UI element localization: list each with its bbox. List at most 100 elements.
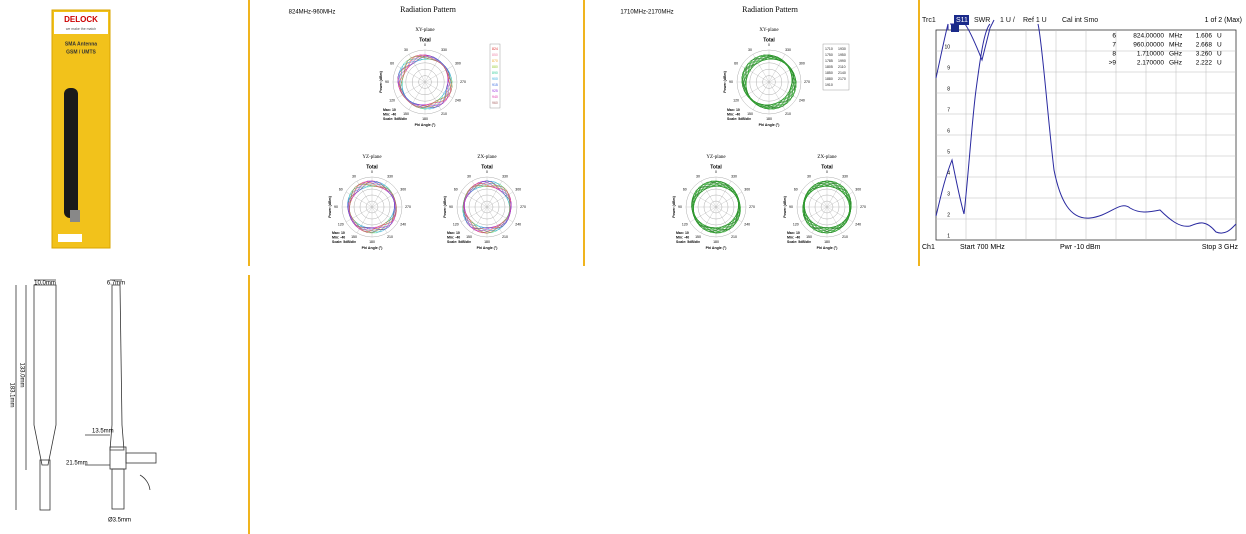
legend-entry: 890 — [492, 71, 498, 75]
y-axis-label: Power (dBm) — [723, 71, 727, 93]
dim-label: 183.1mm — [8, 382, 14, 407]
angle-label: 90 — [334, 205, 338, 209]
divider — [248, 275, 250, 534]
polar-spoke — [356, 180, 373, 208]
angle-label: 90 — [385, 80, 389, 84]
legend-entry: 2110 — [838, 65, 846, 69]
angle-label: 210 — [502, 235, 508, 239]
angle-label: 0 — [424, 43, 426, 47]
angle-label: 90 — [729, 80, 733, 84]
dim-label: 10.0mm — [34, 281, 56, 287]
marker-cell: 1.710000 — [1137, 51, 1164, 58]
scale-note: Scale: 5dB/div — [676, 240, 700, 244]
polar-spoke — [345, 206, 373, 223]
angle-label: 330 — [502, 175, 508, 179]
legend-entry: 925 — [492, 89, 498, 93]
marker-cell: U — [1217, 51, 1222, 58]
box — [51, 9, 111, 249]
angle-label: 270 — [804, 80, 810, 84]
angle-label: 240 — [799, 98, 805, 102]
y-label: 7 — [947, 107, 950, 113]
angle-label: 150 — [466, 235, 472, 239]
marker-cell: GHz — [1169, 51, 1182, 58]
plane-label: ZX-plane — [477, 155, 497, 160]
footer-item: Ch1 — [922, 244, 935, 251]
angle-label: 120 — [338, 222, 344, 226]
marker-cell: MHz — [1169, 33, 1182, 40]
header-item: 1 U / — [1000, 17, 1015, 24]
header-item: SWR — [974, 17, 990, 24]
connector — [70, 210, 80, 222]
angle-label: 180 — [369, 240, 375, 244]
angle-label: 270 — [460, 80, 466, 84]
y-axis-label: Power (dBm) — [328, 196, 332, 218]
angle-label: 240 — [855, 222, 861, 226]
angle-label: 90 — [449, 205, 453, 209]
angle-label: 150 — [403, 112, 409, 116]
marker-cell: 960.00000 — [1133, 42, 1164, 49]
legend-entry: 1930 — [838, 47, 846, 51]
angle-label: 300 — [744, 187, 750, 191]
angle-label: 210 — [785, 112, 791, 116]
panel-title: Radiation Pattern — [742, 5, 798, 14]
angle-label: 210 — [842, 235, 848, 239]
angle-label: 30 — [467, 175, 471, 179]
polar-spoke — [768, 54, 786, 83]
plane-label: XY-plane — [759, 28, 779, 33]
polar-spoke — [741, 81, 770, 99]
scale-note: Min: -40 — [676, 235, 689, 239]
angle-label: 150 — [695, 235, 701, 239]
pattern-curve — [463, 182, 512, 233]
plot-heading: Total — [710, 164, 722, 170]
angle-label: 300 — [855, 187, 861, 191]
polar-spoke — [424, 54, 442, 83]
x-axis-label: Phi Angle (°) — [415, 123, 436, 127]
scale-note: Scale: 5dB/div — [383, 117, 407, 121]
pattern-curve — [348, 184, 397, 234]
plot-heading: Total — [366, 164, 378, 170]
angle-label: 210 — [387, 235, 393, 239]
legend-entry: 870 — [492, 59, 498, 63]
angle-label: 0 — [768, 43, 770, 47]
scale-note: Scale: 5dB/div — [787, 240, 811, 244]
scale-note: Max: 10 — [787, 231, 800, 235]
swr-curve — [935, 23, 991, 217]
pattern-panel: 824MHz-960MHz Radiation Pattern XY-plane To… — [289, 5, 526, 250]
legend-box — [489, 43, 501, 109]
angle-label: 60 — [339, 187, 343, 191]
panel-title: Radiation Pattern — [400, 5, 456, 14]
legend-entry: 2140 — [838, 71, 846, 75]
polar-spoke — [715, 206, 732, 234]
y-axis-label: Power (dBm) — [783, 196, 787, 218]
dim-label: 133.0mm — [18, 362, 24, 387]
angle-label: 60 — [683, 187, 687, 191]
header-item: Ref 1 U — [1023, 17, 1047, 24]
marker-cell: 6 — [1112, 33, 1116, 40]
marker-cell: U — [1217, 42, 1222, 49]
pattern-curve — [744, 55, 797, 109]
scale-note: Max: 10 — [383, 108, 396, 112]
angle-label: 120 — [793, 222, 799, 226]
angle-label: 0 — [715, 170, 717, 174]
scale-note: Scale: 5dB/div — [332, 240, 356, 244]
dim-label: 13.5mm — [92, 429, 114, 435]
angle-label: 210 — [731, 235, 737, 239]
angle-label: 30 — [404, 48, 408, 52]
header-item: Cal int Smo — [1062, 17, 1098, 24]
angle-label: 30 — [748, 48, 752, 52]
polar-spoke — [752, 81, 770, 110]
polar-spoke — [397, 81, 426, 99]
dim-label: 6.7mm — [107, 281, 125, 287]
y-label: 8 — [947, 86, 950, 92]
polar-spoke — [460, 191, 488, 208]
marker-cell: 3.260 — [1196, 51, 1213, 58]
header-item: Trc1 — [922, 17, 936, 24]
pattern-curve — [348, 181, 397, 232]
polar-spoke — [800, 191, 828, 208]
angle-label: 330 — [731, 175, 737, 179]
divider — [918, 0, 920, 266]
angle-label: 300 — [400, 187, 406, 191]
polar-spoke — [715, 191, 743, 208]
legend-entry: 960 — [492, 101, 498, 105]
